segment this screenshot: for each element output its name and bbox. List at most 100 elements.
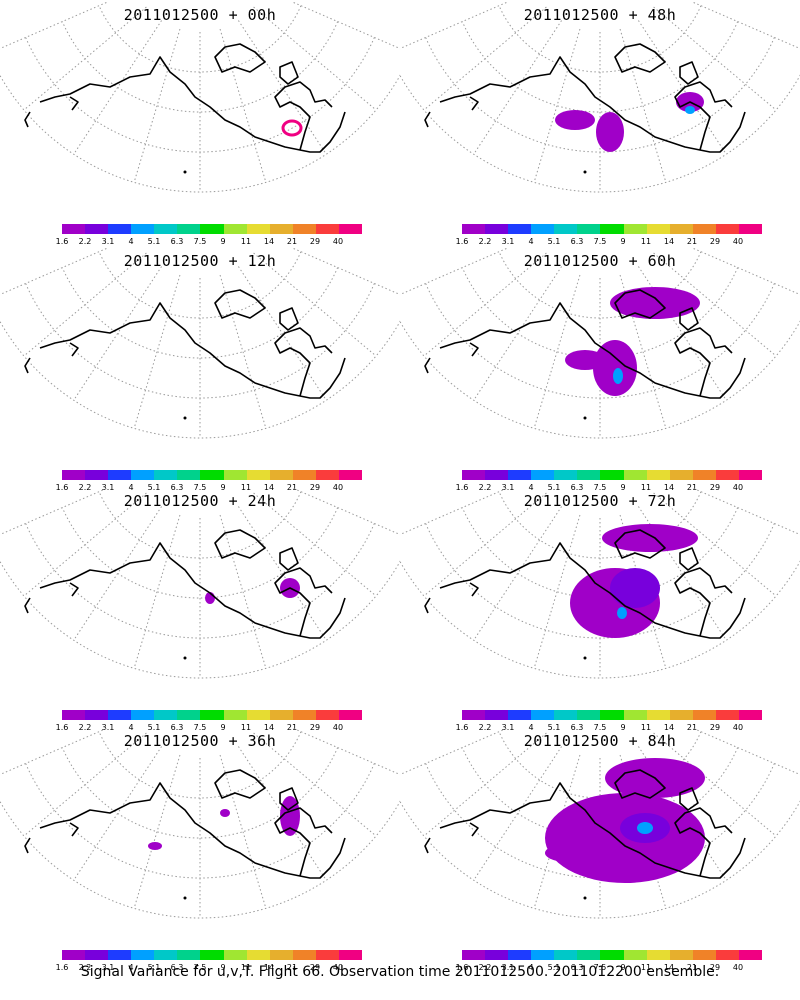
colorbar-swatch [646, 470, 670, 480]
variance-shading [565, 287, 700, 396]
colorbar-swatch [108, 710, 132, 720]
colorbar-tick-label: 9 [220, 237, 226, 246]
colorbar-swatch [338, 710, 363, 720]
colorbar-swatch [646, 950, 670, 960]
map-panel: 2011012500 + 12h 1.6 2.2 3.1 4 5.1 6.3 7.5 9 11 14… [0, 248, 400, 492]
colorbar-tick-label: 2.2 [478, 963, 492, 972]
coastline [24, 529, 346, 639]
colorbar-swatch [462, 224, 486, 234]
colorbar-swatch [292, 950, 316, 960]
colorbar-tick-label: 7.5 [593, 483, 607, 492]
colorbar-swatch [715, 950, 739, 960]
colorbar-tick-label: 11 [640, 483, 652, 492]
lat-lon-grid [0, 728, 400, 919]
panel-title: 2011012500 + 36h [123, 732, 277, 750]
colorbar [62, 224, 363, 234]
polar-map [400, 488, 800, 679]
colorbar-swatch [246, 470, 270, 480]
colorbar-swatch [131, 470, 155, 480]
map-panel: 2011012500 + 24h 1.6 2.2 3.1 4 5.1 6.3 7.5 9 11 14… [0, 488, 400, 732]
colorbar-swatch [269, 470, 293, 480]
colorbar-swatch [269, 710, 293, 720]
colorbar-ticks: 1.6 2.2 3.1 4 5.1 6.3 7.5 9 11 14 21 29 40 [456, 483, 762, 493]
colorbar-swatch [577, 950, 601, 960]
polar-map [0, 2, 400, 193]
colorbar-tick-label: 5.1 [547, 723, 561, 732]
colorbar-tick-label: 11 [240, 237, 252, 246]
colorbar-swatch [200, 470, 224, 480]
polar-map [400, 248, 800, 439]
colorbar-tick-label: 1.6 [455, 237, 469, 246]
lat-lon-grid [400, 2, 800, 193]
colorbar [62, 710, 363, 720]
coastline [24, 769, 346, 879]
polar-map [0, 488, 400, 679]
colorbar-swatch [623, 710, 647, 720]
colorbar-swatch [292, 224, 316, 234]
map-panel: 2011012500 + 60h 1.6 2.2 3.1 4 5.1 6.3 7.5 9 11 14… [400, 248, 800, 492]
colorbar-swatch [154, 224, 178, 234]
colorbar-swatch [292, 710, 316, 720]
colorbar-swatch [715, 224, 739, 234]
map-panel: 2011012500 + 00h 1.6 2.2 3.1 4 5.1 6.3 7.5 9 11 14… [0, 2, 400, 246]
colorbar-tick-label: 9 [620, 723, 626, 732]
colorbar-swatch [669, 470, 693, 480]
colorbar [462, 710, 763, 720]
colorbar-tick-label: 29 [309, 963, 321, 972]
island-marker [183, 656, 187, 660]
colorbar-tick-label: 14 [663, 963, 675, 972]
colorbar-swatch [738, 950, 763, 960]
colorbar-tick-label: 9 [220, 483, 226, 492]
variance-contour [281, 119, 303, 137]
colorbar-tick-label: 5.1 [547, 963, 561, 972]
island-marker [583, 656, 587, 660]
island-marker [583, 416, 587, 420]
colorbar-tick-label: 4 [128, 237, 134, 246]
colorbar-swatch [315, 950, 339, 960]
colorbar-swatch [200, 950, 224, 960]
colorbar-swatch [462, 470, 486, 480]
island-marker [183, 170, 187, 174]
colorbar-swatch [62, 710, 86, 720]
colorbar-tick-label: 14 [663, 483, 675, 492]
colorbar-tick-label: 21 [286, 237, 298, 246]
colorbar-swatch [669, 710, 693, 720]
colorbar-tick-label: 21 [686, 237, 698, 246]
colorbar-tick-label: 6.3 [570, 963, 584, 972]
colorbar-tick-label: 2.2 [78, 237, 92, 246]
colorbar-swatch [269, 950, 293, 960]
colorbar-tick-label: 7.5 [193, 237, 207, 246]
colorbar-tick-label: 21 [686, 723, 698, 732]
colorbar-swatch [223, 224, 247, 234]
colorbar-tick-label: 40 [332, 237, 344, 246]
colorbar-tick-label: 7.5 [593, 723, 607, 732]
colorbar-swatch [600, 224, 624, 234]
colorbar-swatch [738, 224, 763, 234]
map-panel: 2011012500 + 84h 1.6 2.2 3.1 4 5.1 6.3 7.5 9 11 14… [400, 728, 800, 972]
colorbar-swatch [669, 950, 693, 960]
colorbar-ticks: 1.6 2.2 3.1 4 5.1 6.3 7.5 9 11 14 21 29 40 [56, 963, 362, 973]
colorbar-tick-label: 9 [220, 723, 226, 732]
panel-title: 2011012500 + 00h [123, 6, 277, 24]
colorbar-tick-label: 2.2 [478, 723, 492, 732]
colorbar-tick-label: 29 [309, 483, 321, 492]
colorbar-swatch [508, 950, 532, 960]
colorbar-swatch [177, 470, 201, 480]
colorbar-tick-label: 2.2 [78, 963, 92, 972]
colorbar-tick-label: 1.6 [55, 963, 69, 972]
colorbar-tick-label: 5.1 [547, 483, 561, 492]
colorbar-swatch [508, 224, 532, 234]
colorbar-tick-label: 1.6 [55, 723, 69, 732]
colorbar-tick-label: 2.2 [78, 483, 92, 492]
colorbar-swatch [154, 950, 178, 960]
colorbar-swatch [108, 470, 132, 480]
colorbar-swatch [85, 950, 109, 960]
colorbar-swatch [738, 710, 763, 720]
colorbar-swatch [692, 710, 716, 720]
lat-lon-grid [400, 248, 800, 439]
colorbar-ticks: 1.6 2.2 3.1 4 5.1 6.3 7.5 9 11 14 21 29 40 [456, 723, 762, 733]
colorbar-swatch [531, 710, 555, 720]
colorbar-swatch [315, 470, 339, 480]
colorbar-tick-label: 5.1 [147, 723, 161, 732]
colorbar-swatch [485, 710, 509, 720]
